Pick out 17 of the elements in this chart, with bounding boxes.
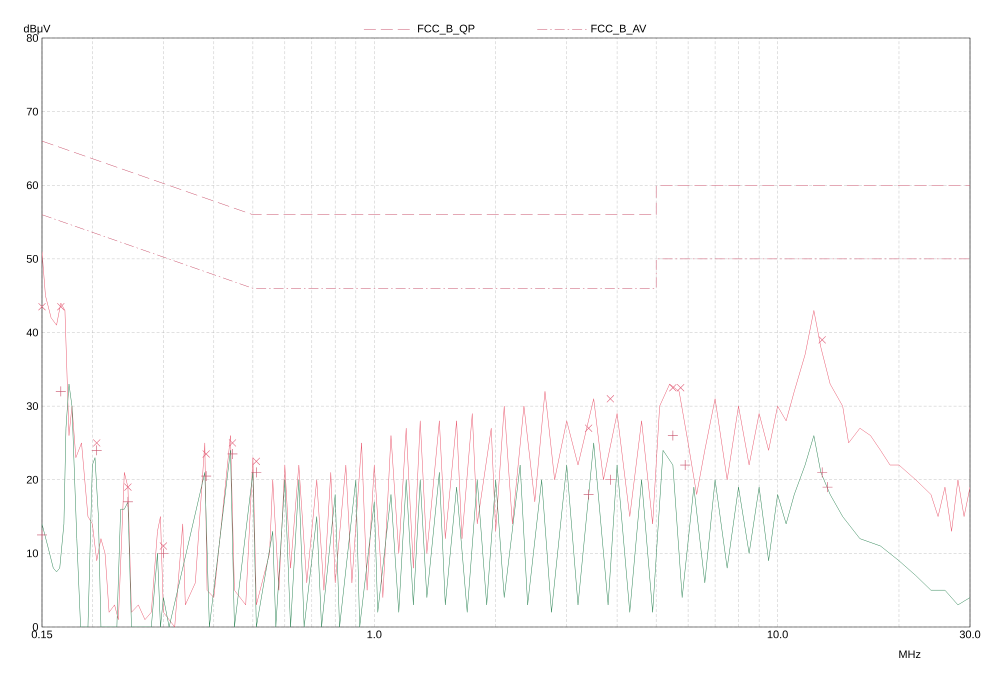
x-tick-label: 1.0 [367, 630, 382, 638]
y-tick-label: 10 [27, 550, 38, 558]
legend-label: FCC_B_AV [591, 24, 646, 34]
y-tick-label: 30 [26, 402, 38, 410]
x-tick-label: 0.15 [32, 630, 52, 638]
y-tick-label: 60 [26, 181, 38, 190]
x-axis-title: MHz [899, 650, 920, 658]
legend-label: FCC_B_QP [418, 24, 474, 34]
y-tick-label: 80 [26, 34, 38, 42]
y-axis-title: dBμV [24, 24, 50, 34]
y-tick-label: 50 [26, 255, 38, 263]
y-tick-label: 20 [26, 476, 38, 484]
x-tick-label: 30.0 [960, 630, 980, 638]
y-tick-label: 40 [26, 328, 38, 336]
y-tick-label: 70 [26, 108, 38, 116]
x-tick-label: 10.0 [768, 630, 788, 638]
y-tick-label: 0 [32, 623, 38, 631]
